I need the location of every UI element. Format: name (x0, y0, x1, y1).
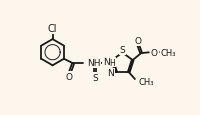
Text: Cl: Cl (48, 24, 57, 34)
Text: H: H (109, 58, 115, 67)
Text: N: N (107, 69, 113, 78)
Text: O: O (150, 48, 157, 57)
Text: N: N (102, 58, 109, 67)
Text: O: O (65, 72, 72, 81)
Text: S: S (92, 73, 98, 82)
Text: CH₃: CH₃ (160, 48, 175, 57)
Text: CH₃: CH₃ (137, 77, 153, 86)
Text: O: O (134, 37, 141, 46)
Text: S: S (119, 46, 125, 55)
Text: NH: NH (87, 59, 100, 68)
